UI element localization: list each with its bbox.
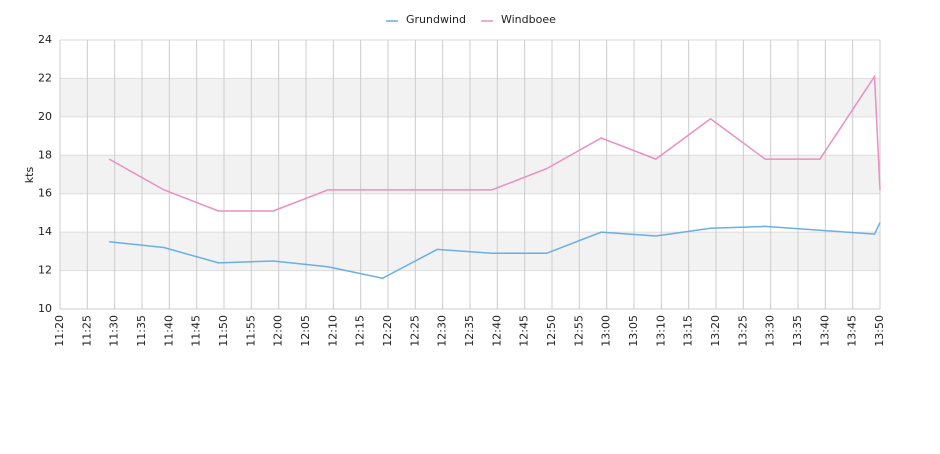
x-tick-label: 11:50 (217, 315, 230, 347)
y-tick-label: 14 (38, 225, 52, 238)
x-tick-label: 12:45 (518, 315, 531, 347)
y-tick-label: 22 (38, 71, 52, 84)
x-tick-label: 11:35 (135, 315, 148, 347)
x-tick-label: 13:30 (764, 315, 777, 347)
x-tick-label: 12:30 (436, 315, 449, 347)
x-tick-label: 11:20 (53, 315, 66, 347)
x-tick-label: 12:55 (572, 315, 585, 347)
x-tick-label: 12:35 (463, 315, 476, 347)
x-tick-label: 11:45 (190, 315, 203, 347)
x-tick-label: 12:00 (272, 315, 285, 347)
y-tick-label: 24 (38, 33, 52, 46)
x-tick-label: 11:40 (162, 315, 175, 347)
x-tick-label: 13:35 (791, 315, 804, 347)
y-tick-label: 20 (38, 110, 52, 123)
x-tick-label: 11:25 (80, 315, 93, 347)
line (109, 222, 881, 280)
x-tick-label: 12:25 (408, 315, 421, 347)
x-tick-label: 13:50 (873, 315, 886, 347)
x-tick-label: 12:10 (326, 315, 339, 347)
y-tick-label: 18 (38, 148, 52, 161)
x-tick-label: 11:30 (108, 315, 121, 347)
x-tick-label: 11:55 (244, 315, 257, 347)
x-tick-label: 13:05 (627, 315, 640, 347)
x-tick-label: 13:45 (846, 315, 859, 347)
x-tick-label: 13:40 (818, 315, 831, 347)
y-tick-label: 12 (38, 264, 52, 277)
legend-label: Grundwind (406, 13, 466, 26)
x-tick-label: 12:05 (299, 315, 312, 347)
y-tick-label: 10 (38, 302, 52, 315)
x-tick-label: 13:15 (682, 315, 695, 347)
x-tick-label: 13:25 (736, 315, 749, 347)
x-tick-label: 13:00 (600, 315, 613, 347)
y-tick-label: 16 (38, 187, 52, 200)
y-axis-label: kts (23, 167, 36, 184)
x-tick-label: 13:10 (654, 315, 667, 347)
legend-label: Windboee (501, 13, 556, 26)
line (108, 74, 881, 212)
x-tick-label: 13:20 (709, 315, 722, 347)
x-tick-label: 12:50 (545, 315, 558, 347)
x-tick-label: 12:40 (490, 315, 503, 347)
x-tick-label: 12:15 (354, 315, 367, 347)
x-tick-label: 12:20 (381, 315, 394, 347)
